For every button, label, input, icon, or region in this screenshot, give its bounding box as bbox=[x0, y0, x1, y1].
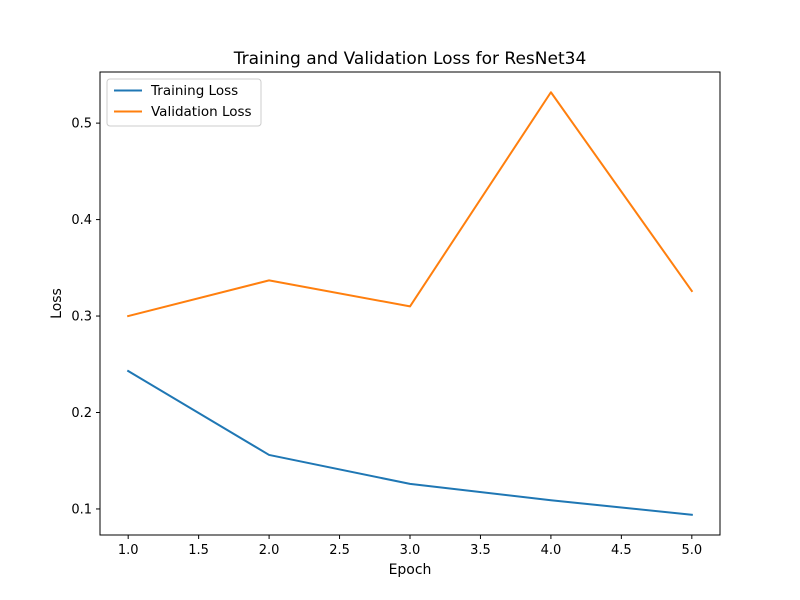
x-tick-label: 1.5 bbox=[188, 543, 209, 558]
legend-box bbox=[106, 78, 262, 127]
chart-title: Training and Validation Loss for ResNet3… bbox=[233, 49, 587, 69]
x-tick-label: 3.5 bbox=[470, 543, 491, 558]
y-tick-label: 0.4 bbox=[71, 213, 92, 228]
x-tick-label: 5.0 bbox=[681, 543, 702, 558]
x-tick-label: 2.5 bbox=[329, 543, 350, 558]
legend-label-validation-loss: Validation Loss bbox=[151, 104, 252, 120]
x-tick-label: 3.0 bbox=[400, 543, 421, 558]
x-tick-label: 4.5 bbox=[611, 543, 632, 558]
x-axis-ticks: 1.0 1.5 2.0 2.5 3.0 3.5 4.0 4.5 5.0 bbox=[118, 535, 702, 558]
plot-frame bbox=[99, 71, 721, 536]
legend: Training Loss Validation Loss bbox=[106, 78, 262, 127]
legend-label-training-loss: Training Loss bbox=[150, 83, 238, 99]
y-tick-label: 0.2 bbox=[71, 406, 92, 421]
y-tick-label: 0.5 bbox=[71, 117, 92, 132]
x-tick-label: 1.0 bbox=[118, 543, 139, 558]
series-lines bbox=[126, 91, 694, 516]
y-axis-ticks: 0.1 0.2 0.3 0.4 0.5 bbox=[71, 117, 100, 517]
y-axis-label: Loss bbox=[49, 288, 65, 319]
x-tick-label: 2.0 bbox=[259, 543, 280, 558]
x-axis-label: Epoch bbox=[389, 562, 432, 578]
y-tick-label: 0.1 bbox=[71, 502, 92, 517]
x-tick-label: 4.0 bbox=[541, 543, 562, 558]
y-tick-label: 0.3 bbox=[71, 310, 92, 325]
